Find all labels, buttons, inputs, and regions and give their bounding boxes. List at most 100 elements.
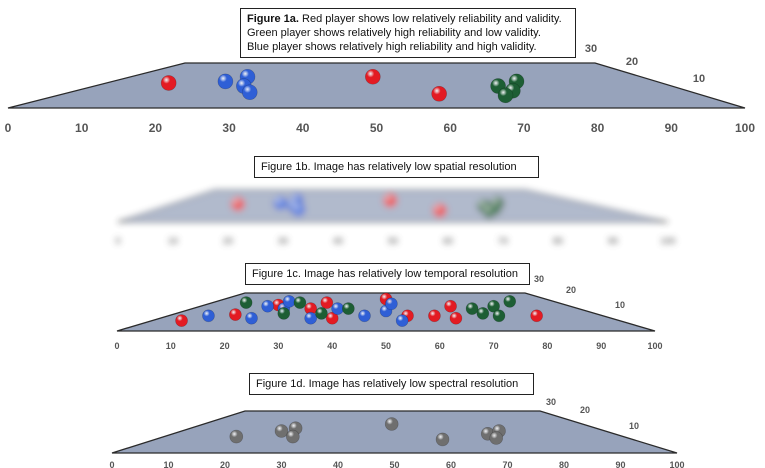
x-tick-label: 40 — [327, 341, 337, 351]
x-tick-label: 0 — [114, 341, 119, 351]
x-tick-label: 100 — [669, 460, 684, 468]
player-red-ball — [382, 193, 398, 208]
x-tick-label: 80 — [553, 236, 563, 246]
x-tick-label: 30 — [278, 236, 288, 246]
x-tick-label: 100 — [735, 121, 755, 135]
figure-1a: 0 10 20 30 40 50 60 70 80 90 100 30 20 10 Figure 1a. … — [0, 0, 765, 140]
player-red-ball — [449, 311, 463, 325]
x-tick-label: 30 — [273, 341, 283, 351]
figure-1b-caption: Figure 1b. Image has relatively low spat… — [254, 156, 539, 178]
player-blue-ball — [241, 84, 258, 101]
player-blue-ball — [291, 202, 306, 217]
figure-1b: 0 10 20 30 40 50 60 70 80 90 100 Figure 1b. Image … — [0, 150, 765, 250]
player-green-ball — [497, 87, 514, 104]
x-tick-label: 70 — [489, 341, 499, 351]
x-tick-label: 50 — [370, 121, 384, 135]
player-gray-ball — [435, 432, 450, 447]
player-red-ball — [320, 296, 334, 309]
player-blue-ball — [331, 302, 344, 315]
player-blue-ball — [272, 195, 288, 211]
figure-1a-line2: Green player shows relatively high relia… — [247, 27, 541, 39]
figure-1a-line1: Red player shows low relatively reliabil… — [298, 13, 562, 25]
x-tick-label: 40 — [333, 236, 343, 246]
player-red-ball — [530, 309, 543, 323]
figure-1c-caption: Figure 1c. Image has relatively low temp… — [245, 263, 530, 285]
figure-1b-field: 0 10 20 30 40 50 60 70 80 90 100 — [115, 189, 676, 246]
x-tick-label: 30 — [222, 121, 236, 135]
player-green-ball — [503, 295, 517, 308]
x-tick-label: 20 — [223, 236, 233, 246]
x-tick-label: 20 — [220, 460, 230, 468]
x-tick-label: 10 — [168, 236, 178, 246]
x-tick-label: 80 — [542, 341, 552, 351]
x-tick-label: 20 — [149, 121, 163, 135]
player-red-ball — [229, 308, 242, 321]
x-tick-label: 100 — [660, 236, 675, 246]
player-blue-ball — [304, 311, 317, 325]
x-tick-label: 30 — [276, 460, 286, 468]
x-tick-label: 0 — [109, 460, 114, 468]
player-blue-ball — [385, 297, 398, 311]
x-tick-label: 10 — [75, 121, 89, 135]
x-tick-label: 60 — [443, 236, 453, 246]
player-red-ball — [175, 314, 188, 327]
depth-tick-label: 20 — [626, 56, 638, 68]
x-tick-label: 80 — [559, 460, 569, 468]
depth-tick-label: 30 — [546, 397, 556, 407]
player-green-ball — [487, 299, 500, 313]
player-gray-ball — [274, 424, 289, 438]
x-tick-label: 90 — [615, 460, 625, 468]
x-tick-label: 40 — [333, 460, 343, 468]
depth-tick-label: 10 — [615, 300, 625, 310]
x-tick-label: 10 — [163, 460, 173, 468]
player-blue-ball — [358, 309, 371, 323]
figure-1c-field: 0 10 20 30 40 50 60 70 80 90 100 30 20 10 — [114, 274, 662, 351]
player-blue-ball — [261, 299, 274, 313]
pitch-surface — [7, 62, 746, 109]
player-green-ball — [481, 203, 497, 219]
player-red-ball — [160, 75, 177, 91]
field-group: 0 10 20 30 40 50 60 70 80 90 100 30 20 10 — [5, 43, 756, 135]
player-red-ball — [432, 203, 448, 218]
player-green-ball — [315, 307, 328, 320]
figure-1c: 0 10 20 30 40 50 60 70 80 90 100 30 20 10 Figure 1c. … — [0, 258, 765, 363]
player-blue-ball — [282, 295, 296, 308]
x-tick-label: 90 — [665, 121, 679, 135]
x-tick-label: 70 — [517, 121, 531, 135]
x-tick-label: 50 — [389, 460, 399, 468]
x-tick-label: 100 — [647, 341, 662, 351]
figure-1a-field: 0 10 20 30 40 50 60 70 80 90 100 30 20 10 — [5, 43, 756, 135]
player-gray-ball — [229, 429, 244, 444]
x-tick-label: 10 — [166, 341, 176, 351]
player-red-ball — [230, 196, 246, 212]
field-group: 0 10 20 30 40 50 60 70 80 90 100 30 20 10 — [114, 274, 662, 351]
figure-1d-caption: Figure 1d. Image has relatively low spec… — [249, 373, 534, 395]
pitch-surface — [111, 410, 678, 454]
player-gray-ball — [384, 417, 399, 431]
player-blue-ball — [202, 309, 215, 323]
depth-tick-label: 30 — [534, 274, 544, 284]
x-tick-label: 50 — [381, 341, 391, 351]
x-tick-label: 70 — [502, 460, 512, 468]
x-tick-label: 70 — [498, 236, 508, 246]
player-green-ball — [342, 302, 355, 315]
depth-tick-label: 10 — [693, 73, 705, 85]
field-group: 0 10 20 30 40 50 60 70 80 90 100 30 20 10 — [109, 397, 684, 468]
x-tick-label: 20 — [220, 341, 230, 351]
player-blue-ball — [217, 73, 234, 90]
x-tick-label: 60 — [446, 460, 456, 468]
depth-tick-label: 30 — [585, 43, 597, 55]
x-tick-label: 90 — [596, 341, 606, 351]
x-tick-label: 0 — [115, 236, 120, 246]
x-tick-label: 0 — [5, 121, 12, 135]
player-green-ball — [465, 302, 479, 315]
player-green-ball — [492, 309, 506, 323]
figure-1d: 0 10 20 30 40 50 60 70 80 90 100 30 20 10 Figure 1d. … — [0, 368, 765, 468]
player-green-ball — [277, 307, 291, 320]
player-red-ball — [365, 68, 381, 85]
x-tick-label: 60 — [435, 341, 445, 351]
player-red-ball — [444, 299, 457, 313]
figure-1a-line3: Blue player shows relatively high reliab… — [247, 41, 537, 53]
field-group: 0 10 20 30 40 50 60 70 80 90 100 — [115, 189, 676, 246]
depth-tick-label: 20 — [580, 405, 590, 415]
